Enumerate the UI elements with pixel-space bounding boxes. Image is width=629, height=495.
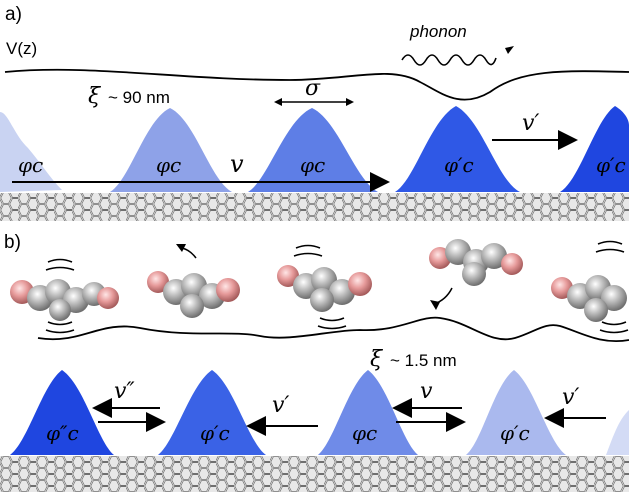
- phi-label-a-3: φc: [300, 153, 325, 177]
- rotation-arrow-1-icon: [181, 247, 197, 259]
- wavepacket-b-4: [466, 370, 566, 455]
- phi-label-a-5: φ′c: [596, 153, 626, 177]
- v-label-a: v: [230, 150, 244, 178]
- phi-label-a-2: φc: [156, 153, 181, 177]
- xi-symbol-b: ξ: [370, 347, 384, 372]
- wavepacket-b-3: [318, 370, 418, 455]
- potential-curve-a: [4, 68, 629, 101]
- phi-label-a-1: φc: [18, 153, 43, 177]
- phonon-wave-icon: [401, 54, 497, 66]
- molecule-3: [277, 265, 372, 312]
- phi-label-b-2: φ′c: [200, 421, 230, 445]
- xi-symbol-a: ξ: [88, 84, 102, 109]
- wavepacket-a-5: [560, 106, 629, 192]
- potential-curve-b: [37, 316, 629, 342]
- vdoubleprime-label: v″: [114, 379, 135, 404]
- phonon-arrowhead-icon: [505, 46, 514, 54]
- wavepacket-group-a: [0, 106, 629, 192]
- vprime-label-a: v′: [522, 111, 539, 136]
- v-label-b: v: [420, 379, 433, 404]
- wavepacket-b-2: [158, 370, 266, 455]
- wavepacket-a-3: [248, 108, 378, 192]
- phi-label-a-4: φ′c: [444, 153, 474, 177]
- molecule-4: [429, 239, 523, 286]
- molecule-2: [147, 271, 240, 318]
- wavepacket-a-4: [395, 106, 520, 192]
- panel-b-label: b): [4, 232, 21, 253]
- vprime-label-b2: v′: [562, 385, 579, 410]
- phonon-label: phonon: [409, 22, 467, 41]
- molecule-1: [10, 279, 119, 321]
- wavepacket-b-1: [10, 370, 114, 455]
- panel-a-label: a): [5, 4, 22, 25]
- phi-label-b-4: φ′c: [500, 421, 530, 445]
- vibration-marks: [45, 240, 629, 334]
- molecule-5: [551, 275, 627, 322]
- carbon-lattice-b: [0, 456, 629, 492]
- sigma-symbol: σ: [305, 76, 321, 101]
- potential-label: V(z): [6, 39, 37, 58]
- wavepacket-b-5: [606, 410, 629, 455]
- carbon-lattice-a: [0, 193, 629, 221]
- wavepacket-a-2: [110, 108, 232, 192]
- wavepacket-group-b: [10, 370, 629, 455]
- vprime-label-b1: v′: [272, 393, 289, 418]
- wavepacket-a-1: [0, 112, 62, 192]
- xi-value-a: ~ 90 nm: [108, 88, 170, 107]
- xi-value-b: ~ 1.5 nm: [390, 351, 457, 370]
- phi-label-b-3: φc: [352, 421, 377, 445]
- phi-label-b-1: φ″c: [46, 421, 79, 445]
